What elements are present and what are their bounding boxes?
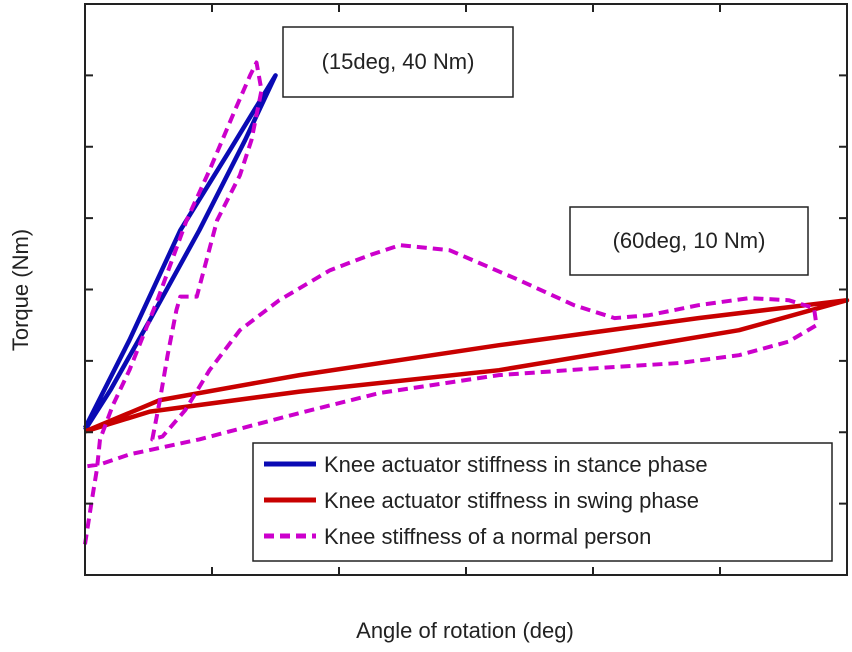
annotation-2: (60deg, 10 Nm) xyxy=(569,206,809,276)
annotation-2-box xyxy=(569,206,809,276)
series-line-3 xyxy=(83,60,819,545)
annotation-2-text: (60deg, 10 Nm) xyxy=(613,228,766,253)
annotation-1: (15deg, 40 Nm) xyxy=(282,26,514,98)
x-axis-label: Angle of rotation (deg) xyxy=(356,618,574,643)
legend: Knee actuator stiffness in stance phase … xyxy=(252,442,833,562)
legend-label-stance: Knee actuator stiffness in stance phase xyxy=(324,452,708,477)
y-axis-label: Torque (Nm) xyxy=(8,229,33,351)
plot-area xyxy=(82,3,850,576)
legend-label-normal: Knee stiffness of a normal person xyxy=(324,524,651,549)
annotation-1-text: (15deg, 40 Nm) xyxy=(322,49,475,74)
tick-layer xyxy=(84,3,848,576)
series-line-1 xyxy=(82,73,278,432)
series-line-2 xyxy=(84,297,850,434)
annotation-1-box xyxy=(282,26,514,98)
legend-box xyxy=(252,442,833,562)
legend-label-swing: Knee actuator stiffness in swing phase xyxy=(324,488,699,513)
